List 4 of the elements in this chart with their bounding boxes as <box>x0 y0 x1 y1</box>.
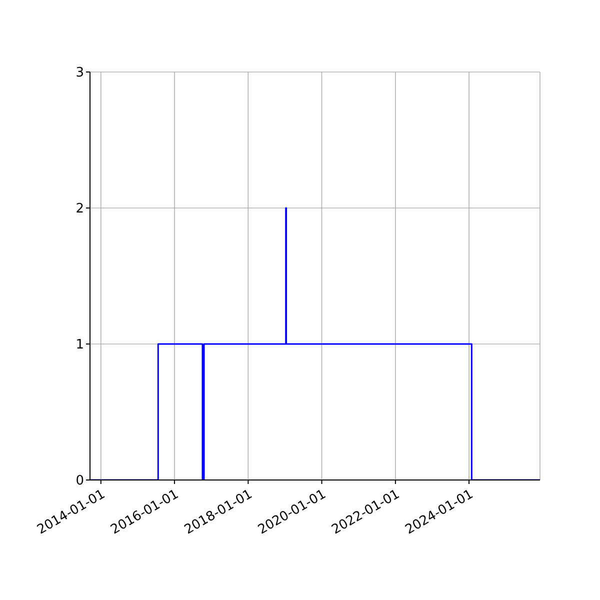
y-tick-label: 2 <box>76 202 84 217</box>
y-tick-label: 1 <box>76 338 84 353</box>
y-tick-label: 3 <box>76 66 84 81</box>
y-tick-label: 0 <box>76 474 84 489</box>
